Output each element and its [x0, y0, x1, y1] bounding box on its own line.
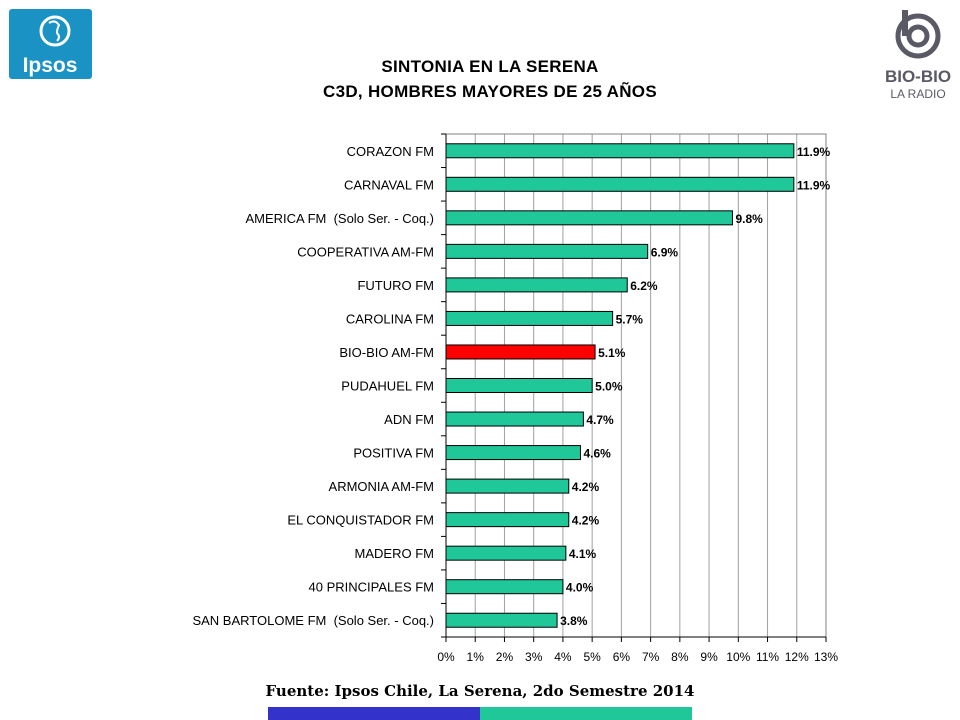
data-label: 4.2%: [572, 480, 600, 494]
bar: [445, 210, 733, 226]
category-label: CAROLINA FM: [346, 311, 434, 326]
category-label: COOPERATIVA AM-FM: [297, 244, 434, 259]
biobio-logo: BIO-BIO LA RADIO: [882, 6, 954, 106]
category-label: ARMONIA AM-FM: [329, 479, 434, 494]
category-label: POSITIVA FM: [353, 446, 434, 461]
data-label: 5.7%: [616, 312, 644, 326]
data-label: 11.9%: [797, 178, 831, 192]
x-tick-label: 0%: [437, 650, 455, 664]
data-label: 5.1%: [598, 346, 626, 360]
category-label: FUTURO FM: [357, 278, 434, 293]
bar: [445, 445, 581, 461]
x-tick-label: 10%: [726, 650, 750, 664]
x-tick-label: 3%: [525, 650, 543, 664]
chart-title-line2: C3D, HOMBRES MAYORES DE 25 AÑOS: [323, 82, 657, 101]
x-tick-label: 5%: [583, 650, 601, 664]
bar: [445, 277, 628, 293]
category-label: BIO-BIO AM-FM: [339, 345, 434, 360]
bar: [445, 143, 795, 159]
x-tick-label: 13%: [814, 650, 838, 664]
data-label: 4.1%: [569, 547, 597, 561]
data-label: 4.2%: [572, 514, 600, 528]
data-label: 4.6%: [583, 447, 611, 461]
x-tick-label: 4%: [554, 650, 572, 664]
chart-title-line1: SINTONIA EN LA SERENA: [381, 57, 599, 76]
data-label: 9.8%: [735, 212, 763, 226]
bar: [445, 411, 584, 427]
x-tick-label: 9%: [700, 650, 718, 664]
bar: [445, 344, 596, 360]
x-tick-label: 12%: [785, 650, 809, 664]
ipsos-logo: Ipsos: [9, 9, 92, 79]
category-label: AMERICA FM (Solo Ser. - Coq.): [245, 211, 434, 226]
bottom-band-green: [480, 707, 692, 720]
category-label: CORAZON FM: [347, 144, 434, 159]
data-label: 4.0%: [566, 581, 594, 595]
x-tick-label: 7%: [642, 650, 660, 664]
source-note: Fuente: Ipsos Chile, La Serena, 2do Seme…: [265, 682, 695, 700]
category-label: 40 PRINCIPALES FM: [309, 580, 434, 595]
x-tick-label: 11%: [756, 650, 779, 664]
category-label: PUDAHUEL FM: [341, 379, 434, 394]
data-label: 6.2%: [630, 279, 658, 293]
bar: [445, 478, 570, 494]
data-label: 6.9%: [651, 245, 679, 259]
x-tick-label: 6%: [613, 650, 631, 664]
category-label: CARNAVAL FM: [344, 177, 434, 192]
ipsos-logo-text: Ipsos: [23, 54, 78, 77]
bar: [445, 512, 570, 528]
data-label: 11.9%: [797, 145, 831, 159]
bar: [445, 545, 567, 561]
bottom-band-blue: [268, 707, 480, 720]
x-tick-label: 8%: [671, 650, 689, 664]
category-label: EL CONQUISTADOR FM: [287, 513, 434, 528]
category-label: ADN FM: [384, 412, 434, 427]
bar: [445, 243, 649, 259]
data-label: 5.0%: [595, 380, 623, 394]
chart-title: SINTONIA EN LA SERENA C3D, HOMBRES MAYOR…: [180, 54, 800, 104]
biobio-logo-text: BIO-BIO: [885, 67, 951, 86]
bar: [445, 176, 795, 192]
bar: [445, 378, 593, 393]
x-tick-label: 2%: [496, 650, 514, 664]
bar: [445, 310, 614, 326]
biobio-logo-subtext: LA RADIO: [890, 87, 945, 101]
bar: [445, 612, 558, 628]
data-label: 3.8%: [560, 614, 588, 628]
category-label: MADERO FM: [355, 546, 434, 561]
x-tick-label: 1%: [467, 650, 485, 664]
category-label: SAN BARTOLOME FM (Solo Ser. - Coq.): [192, 613, 434, 628]
bar: [445, 579, 564, 595]
data-label: 4.7%: [586, 413, 614, 427]
